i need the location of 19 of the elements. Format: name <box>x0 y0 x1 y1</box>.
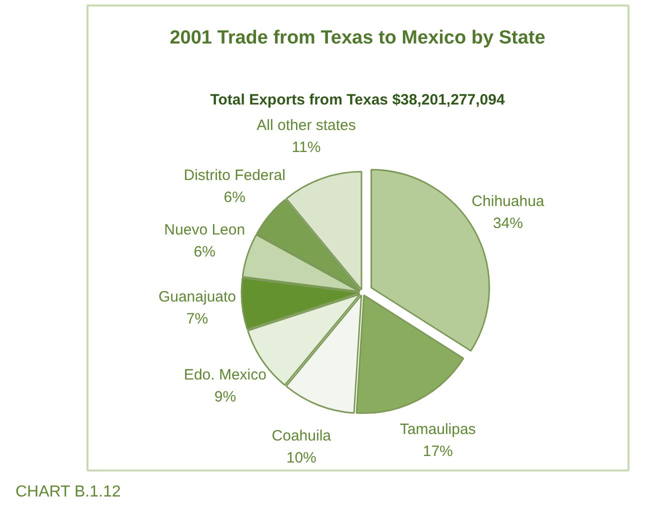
data-label: 6% <box>224 189 246 206</box>
slice-label: Tamaulipas <box>400 420 476 438</box>
text: CHART B.1.12 <box>16 484 121 500</box>
data-label: 9% <box>214 388 236 406</box>
slice-label: Guanajuato <box>158 288 236 306</box>
slice-label: Distrito Federal <box>184 167 286 184</box>
slice-label: Coahuila <box>272 427 332 444</box>
data-label: 17% <box>422 442 453 460</box>
chart-title: 2001 Trade from Texas to Mexico by State <box>170 28 546 48</box>
slice-label: Edo. Mexico <box>184 366 266 384</box>
data-label: 7% <box>186 310 208 328</box>
slice-label: Nuevo Leon <box>164 222 246 239</box>
slice-label: All other states <box>256 116 356 134</box>
slice-label: Chihuahua <box>472 192 545 210</box>
data-label: 34% <box>492 215 523 232</box>
data-label: 11% <box>292 138 321 156</box>
data-label: 10% <box>286 449 316 466</box>
chart-subtitle: Total Exports from Texas $38,201,277,094 <box>210 92 506 108</box>
data-label: 6% <box>194 244 216 261</box>
